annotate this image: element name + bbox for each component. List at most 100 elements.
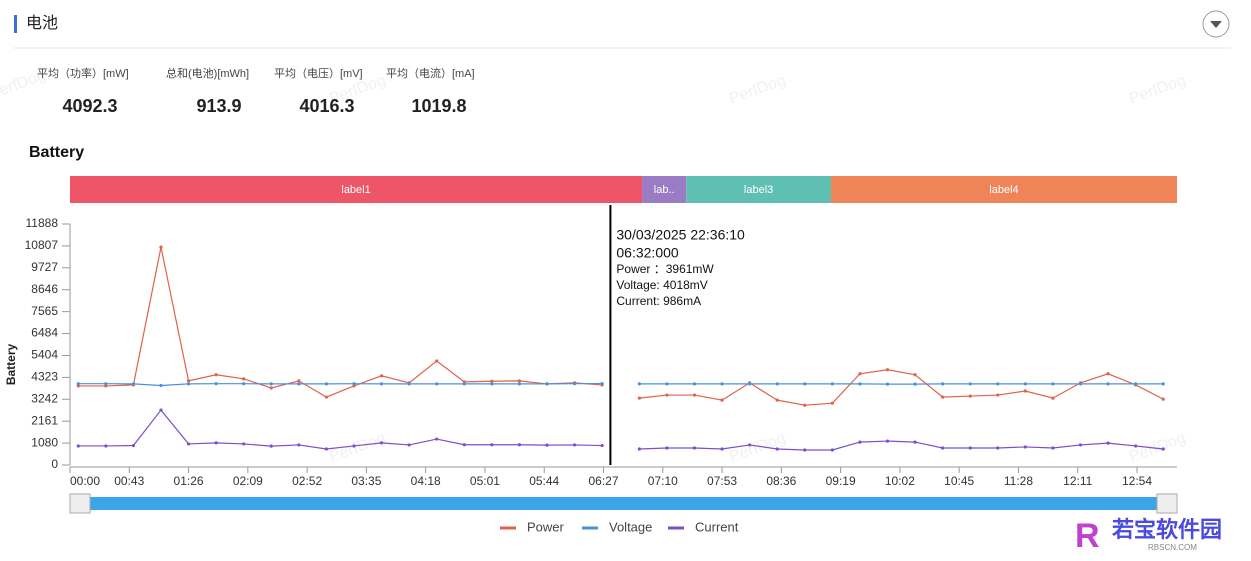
data-point bbox=[379, 441, 384, 445]
data-point bbox=[637, 396, 641, 400]
data-point bbox=[517, 443, 522, 447]
x-tick-label: 11:28 bbox=[1004, 474, 1033, 488]
data-point bbox=[720, 382, 724, 386]
data-point bbox=[885, 382, 890, 386]
stat-value: 913.9 bbox=[196, 96, 241, 116]
legend-label: Power bbox=[527, 519, 565, 534]
stat-label: 平均（电压）[mV] bbox=[274, 67, 363, 80]
x-tick-label: 05:44 bbox=[529, 474, 559, 488]
tooltip-text: Current: 986mA bbox=[616, 294, 701, 308]
x-tick-label: 07:10 bbox=[648, 474, 678, 488]
data-point bbox=[297, 443, 301, 447]
data-point bbox=[572, 443, 577, 447]
data-point bbox=[324, 447, 329, 451]
data-point bbox=[545, 443, 549, 447]
data-point bbox=[76, 384, 80, 388]
data-point bbox=[1161, 447, 1165, 451]
data-point bbox=[941, 382, 945, 386]
data-point bbox=[214, 373, 218, 377]
stat-value: 1019.8 bbox=[411, 96, 466, 116]
logo-text: 若宝软件园 bbox=[1112, 517, 1222, 542]
data-point bbox=[692, 382, 697, 386]
data-point bbox=[858, 440, 862, 444]
data-point bbox=[269, 444, 273, 448]
data-point bbox=[490, 443, 494, 447]
y-tick-label: 2161 bbox=[31, 413, 58, 427]
x-tick-label: 02:52 bbox=[292, 474, 322, 488]
y-tick-label: 10807 bbox=[25, 238, 59, 252]
x-tick-label: 02:09 bbox=[233, 474, 263, 488]
data-point bbox=[407, 382, 411, 386]
data-point bbox=[830, 382, 834, 386]
x-tick-label: 10:02 bbox=[885, 474, 915, 488]
band-label: label4 bbox=[989, 184, 1018, 196]
header-title: 电池 bbox=[26, 14, 58, 32]
data-point bbox=[186, 442, 191, 446]
logo-sub: RBSCN.COM bbox=[1148, 543, 1197, 552]
data-point bbox=[517, 382, 522, 386]
y-tick-label: 0 bbox=[51, 457, 58, 471]
data-point bbox=[968, 382, 972, 386]
label-band bbox=[686, 176, 831, 203]
y-tick-label: 11888 bbox=[26, 216, 59, 230]
data-point bbox=[720, 447, 724, 451]
data-point bbox=[462, 443, 466, 447]
data-point bbox=[968, 394, 972, 398]
data-point bbox=[858, 382, 862, 386]
data-point bbox=[858, 372, 862, 376]
data-point bbox=[968, 446, 972, 450]
slider-handle[interactable] bbox=[1156, 493, 1178, 514]
label-band bbox=[70, 176, 643, 203]
data-point bbox=[830, 401, 834, 405]
data-point bbox=[637, 382, 641, 386]
data-point bbox=[913, 373, 917, 377]
data-point bbox=[1023, 445, 1027, 449]
data-point bbox=[996, 382, 1000, 386]
data-point bbox=[665, 393, 669, 397]
data-point bbox=[104, 382, 108, 386]
x-tick-label: 00:00 bbox=[70, 474, 100, 488]
series-line bbox=[78, 246, 1164, 406]
data-point bbox=[665, 446, 669, 450]
data-point bbox=[297, 382, 301, 386]
data-point bbox=[665, 382, 669, 386]
data-point bbox=[1106, 441, 1110, 445]
band-label: lab.. bbox=[654, 184, 675, 196]
data-point bbox=[1078, 382, 1083, 386]
data-point bbox=[214, 382, 218, 386]
data-point bbox=[517, 379, 522, 383]
data-point bbox=[352, 384, 356, 388]
data-point bbox=[435, 437, 439, 441]
stat-value: 4016.3 bbox=[299, 96, 354, 116]
data-point bbox=[462, 382, 466, 386]
data-point bbox=[1134, 382, 1138, 386]
data-point bbox=[297, 379, 301, 383]
data-point bbox=[913, 440, 917, 444]
data-point bbox=[324, 395, 329, 399]
data-point bbox=[775, 382, 779, 386]
data-point bbox=[379, 382, 384, 386]
data-point bbox=[1078, 443, 1083, 447]
data-point bbox=[352, 444, 356, 448]
data-point bbox=[379, 374, 384, 378]
data-point bbox=[572, 382, 577, 386]
data-point bbox=[775, 398, 779, 402]
data-point bbox=[803, 403, 807, 407]
x-tick-label: 03:35 bbox=[351, 474, 381, 488]
tooltip-text: Voltage: 4018mV bbox=[616, 278, 707, 292]
data-point bbox=[830, 448, 834, 452]
data-point bbox=[692, 446, 697, 450]
legend-label: Current bbox=[695, 519, 739, 534]
data-point bbox=[913, 382, 917, 386]
data-point bbox=[803, 382, 807, 386]
data-point bbox=[76, 444, 80, 448]
x-tick-label: 01:26 bbox=[174, 474, 204, 488]
data-point bbox=[490, 382, 494, 386]
collapse-icon bbox=[1210, 21, 1222, 28]
slider-handle[interactable] bbox=[69, 493, 91, 514]
data-point bbox=[637, 447, 641, 451]
data-point bbox=[407, 443, 411, 447]
zoom-slider[interactable] bbox=[70, 497, 1177, 510]
x-tick-label: 05:01 bbox=[470, 474, 500, 488]
stat-label: 平均（功率）[mW] bbox=[37, 66, 129, 80]
